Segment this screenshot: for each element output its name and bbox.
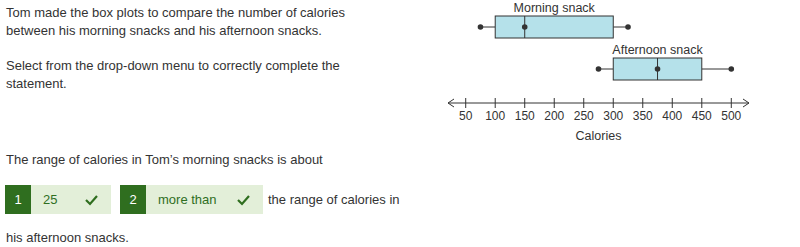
check-icon bbox=[238, 196, 249, 204]
x-tick-label: 200 bbox=[544, 109, 564, 123]
x-tick bbox=[731, 98, 732, 108]
answer-number: 2 bbox=[129, 192, 136, 207]
x-tick bbox=[701, 98, 702, 108]
x-tick-label: 250 bbox=[574, 109, 594, 123]
page: Tom made the box plots to compare the nu… bbox=[0, 0, 800, 247]
x-tick bbox=[554, 98, 555, 108]
x-tick-label: 500 bbox=[721, 109, 741, 123]
instruction-text: statement. bbox=[6, 76, 67, 91]
x-tick bbox=[613, 98, 614, 108]
intro-text: Tom made the box plots to compare the nu… bbox=[6, 5, 345, 20]
answer-box bbox=[31, 185, 111, 214]
x-tick bbox=[495, 98, 496, 108]
max-dot bbox=[728, 66, 734, 72]
min-dot bbox=[596, 66, 602, 72]
whisker bbox=[702, 69, 732, 70]
answer-text: 25 bbox=[43, 192, 57, 207]
x-tick bbox=[642, 98, 643, 108]
x-tick-label: 350 bbox=[633, 109, 653, 123]
max-dot bbox=[625, 24, 631, 30]
x-tick bbox=[583, 98, 584, 108]
chart: 50 100 150 200 250 300 350 400 450 500 Calories Mor… bbox=[448, 1, 749, 143]
x-tick bbox=[672, 98, 673, 108]
x-axis-label: Calories bbox=[576, 129, 622, 143]
box-plots bbox=[478, 16, 734, 80]
statement-text: the range of calories in bbox=[268, 192, 400, 207]
x-axis bbox=[448, 103, 749, 104]
axis-arrow bbox=[448, 99, 454, 107]
answer-text: more than bbox=[158, 192, 217, 207]
median-dot bbox=[522, 24, 528, 30]
min-dot bbox=[478, 24, 484, 30]
x-tick-label: 150 bbox=[515, 109, 535, 123]
instruction-text: Select from the drop-down menu to correc… bbox=[6, 58, 340, 73]
x-tick-label: 400 bbox=[662, 109, 682, 123]
series-label: Afternoon snack bbox=[612, 43, 703, 57]
statement-text: his afternoon snacks. bbox=[6, 230, 129, 245]
median-dot bbox=[655, 66, 661, 72]
x-tick bbox=[524, 98, 525, 108]
x-tick-label: 100 bbox=[485, 109, 505, 123]
x-tick-label: 300 bbox=[603, 109, 623, 123]
x-tick-label: 50 bbox=[459, 109, 473, 123]
answer-box bbox=[146, 185, 263, 214]
box bbox=[495, 16, 613, 38]
answer-number: 1 bbox=[14, 192, 21, 207]
answer-number-box bbox=[5, 185, 31, 214]
answer-dropdown[interactable]: 2 more than bbox=[120, 185, 263, 214]
x-tick bbox=[465, 98, 466, 108]
check-icon bbox=[86, 196, 97, 204]
answer-dropdown[interactable]: 1 25 bbox=[5, 185, 111, 214]
intro-text: between his morning snacks and his after… bbox=[6, 23, 322, 38]
answer-number-box bbox=[120, 185, 146, 214]
x-tick-label: 450 bbox=[692, 109, 712, 123]
axis-arrow bbox=[743, 99, 749, 107]
statement-text: The range of calories in Tom’s morning s… bbox=[6, 152, 323, 167]
box bbox=[613, 58, 702, 80]
series-label: Morning snack bbox=[514, 1, 596, 15]
